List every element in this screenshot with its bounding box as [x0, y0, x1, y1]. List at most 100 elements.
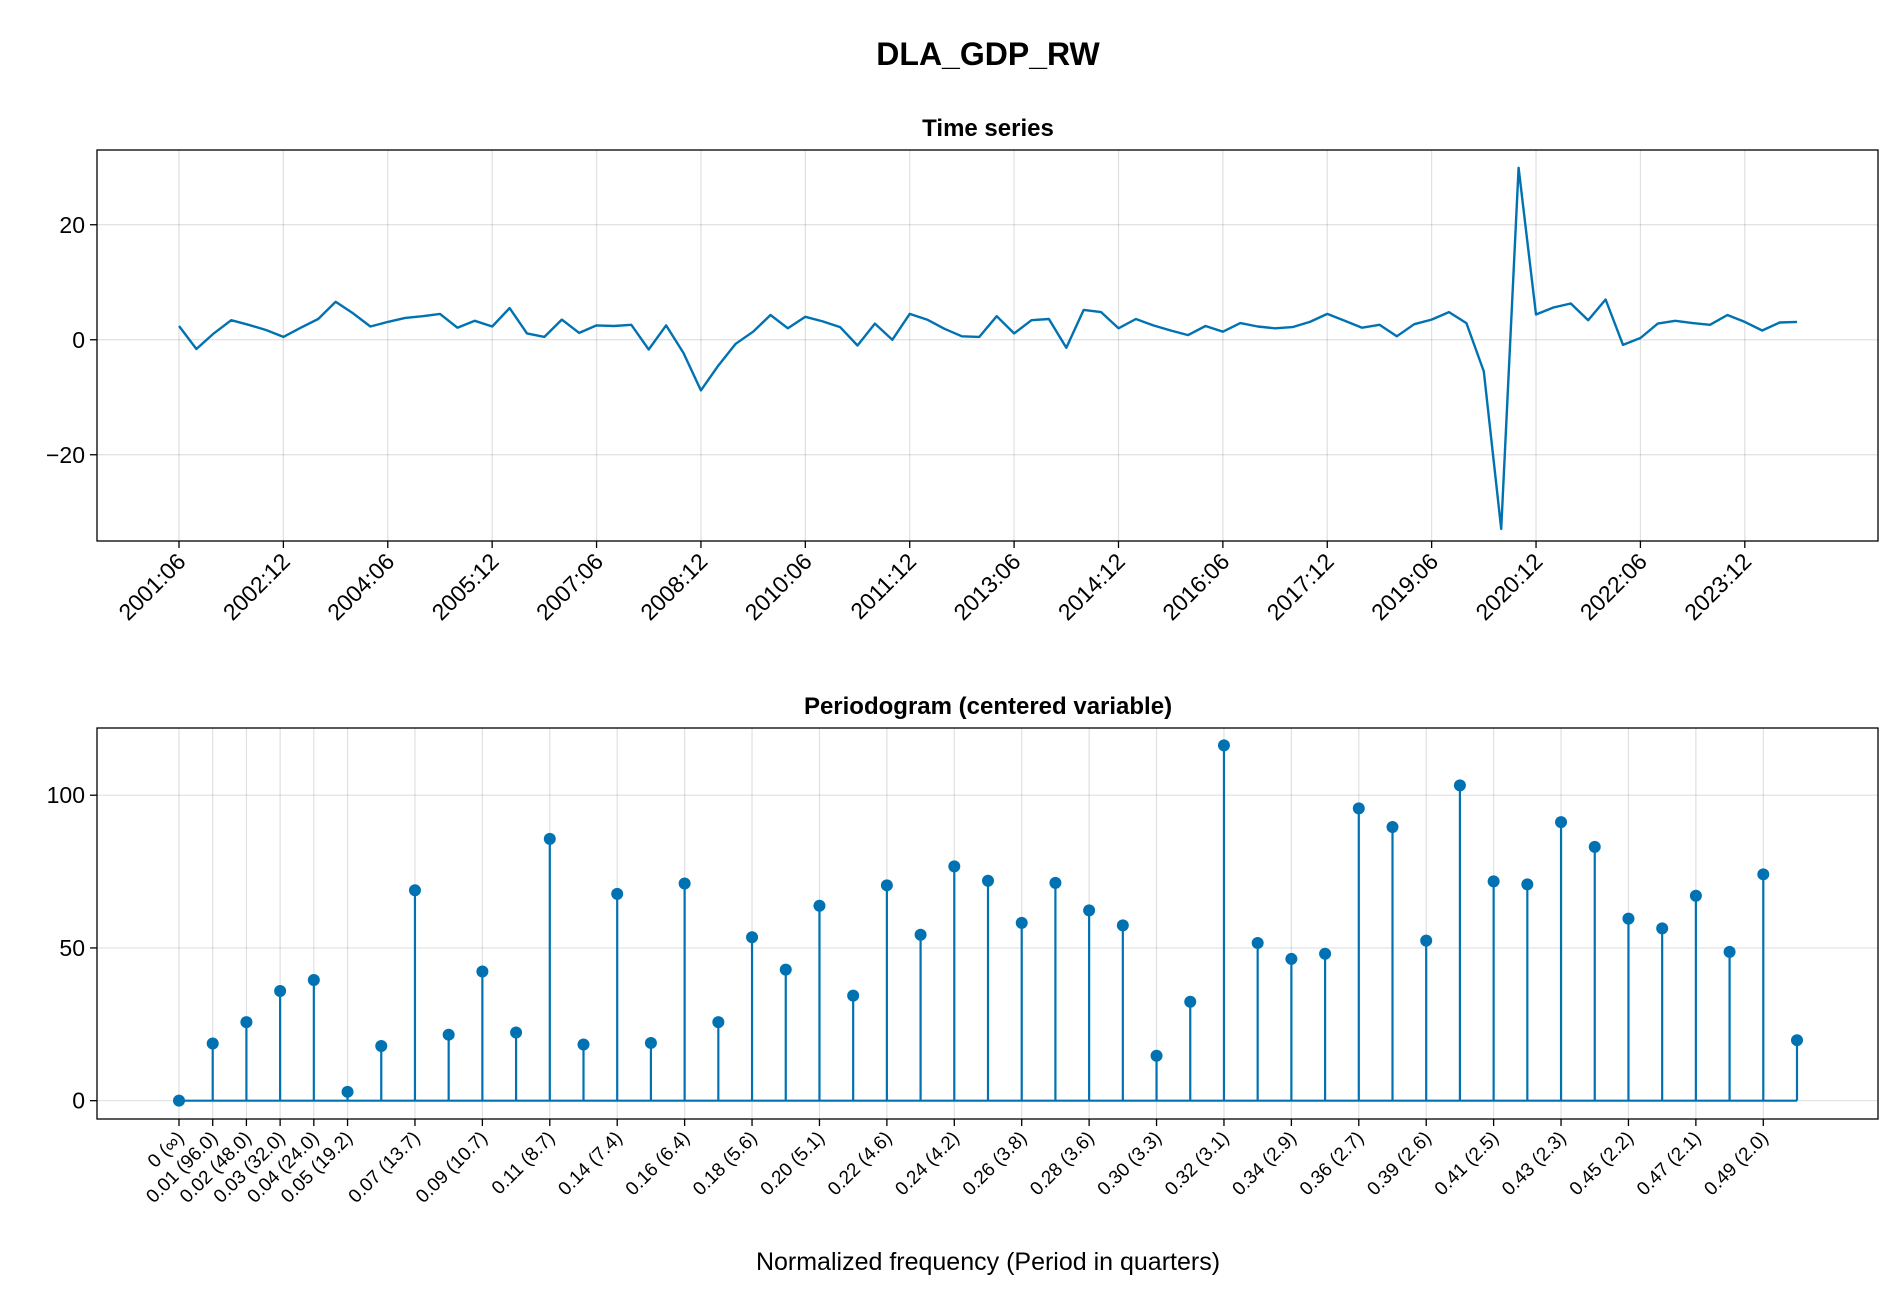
pg-stem-marker	[678, 877, 691, 890]
pg-xtick-label: 0.11 (8.7)	[488, 1128, 559, 1199]
pg-stem-marker	[1049, 876, 1062, 889]
ts-series-line	[178, 166, 1798, 531]
ts-xtick-label: 2001:06	[113, 548, 190, 625]
pg-stem-marker	[577, 1038, 590, 1051]
ts-xtick-label: 2005:12	[427, 548, 504, 625]
pg-xtick-label: 0.49 (2.0)	[1700, 1128, 1772, 1200]
pg-xtick-label: 0.34 (2.9)	[1229, 1128, 1301, 1200]
pg-xtick-label: 0.07 (13.7)	[345, 1128, 425, 1208]
ts-ytick-label: 20	[59, 212, 85, 238]
pg-stem-marker	[1217, 739, 1230, 752]
pg-stem-marker	[611, 887, 624, 900]
pg-stem-marker	[274, 985, 287, 998]
pg-stem-marker	[1487, 875, 1500, 888]
ts-xtick-label: 2013:06	[948, 548, 1025, 625]
pg-xtick-label: 0.14 (7.4)	[554, 1128, 626, 1200]
pg-stem-marker	[1420, 934, 1433, 947]
pg-stem-marker	[644, 1036, 657, 1049]
pg-xtick-label: 0.22 (4.6)	[824, 1128, 896, 1200]
ts-xtick-label: 2008:12	[635, 548, 712, 625]
pg-stem-marker	[779, 963, 792, 976]
periodogram-panel: Periodogram (centered variable) 0501000 …	[47, 693, 1879, 1276]
pg-stem-marker	[1689, 889, 1702, 902]
pg-stem-marker	[1386, 820, 1399, 833]
ts-xtick-label: 2011:12	[845, 548, 921, 624]
pg-stem-marker	[341, 1085, 354, 1098]
pg-stem-marker	[914, 928, 927, 941]
pg-ytick-label: 100	[47, 782, 85, 808]
pg-xtick-label: 0.26 (3.8)	[959, 1128, 1031, 1200]
figure-title: DLA_GDP_RW	[876, 36, 1100, 72]
ts-xtick-label: 2004:06	[322, 548, 399, 625]
ts-xtick-label: 2016:06	[1157, 548, 1234, 625]
pg-stem-marker	[1757, 868, 1770, 881]
pg-stem-marker	[1656, 922, 1669, 935]
pg-stem-marker	[813, 899, 826, 912]
pg-stem-marker	[1555, 816, 1568, 829]
pg-xtick-label: 0.20 (5.1)	[757, 1128, 829, 1200]
pg-stem-marker	[1791, 1034, 1803, 1047]
pg-stem-marker	[408, 884, 421, 897]
pg-stem-marker	[1723, 945, 1736, 958]
pg-stem-marker	[1116, 919, 1129, 932]
time-series-panel: Time series −20 0 20 2001:06 2002:12 2004:06 2…	[46, 115, 1879, 626]
pg-xtick-label: 0.24 (4.2)	[891, 1128, 963, 1200]
pg-stem-marker	[240, 1016, 253, 1029]
pg-stem-marker	[1150, 1049, 1163, 1062]
ts-xtick-label: 2019:06	[1366, 548, 1443, 625]
pg-xtick-label: 0.36 (2.7)	[1296, 1128, 1368, 1200]
pg-xtick-label: 0.16 (6.4)	[622, 1128, 694, 1200]
pg-stem-marker	[1352, 802, 1365, 815]
pg-stem-marker	[847, 989, 860, 1002]
pg-stem-marker	[1521, 878, 1534, 891]
pg-stem-marker	[543, 832, 556, 845]
pg-xtick-label: 0.18 (5.6)	[689, 1128, 761, 1200]
ts-xtick-label: 2010:06	[740, 548, 817, 625]
pg-stem-marker	[206, 1037, 219, 1050]
pg-xtick-label: 0.28 (3.6)	[1026, 1128, 1098, 1200]
pg-stem-marker	[948, 860, 961, 873]
pg-stem-marker	[1015, 916, 1028, 929]
ts-ytick-label: −20	[46, 442, 85, 468]
pg-ytick-label: 0	[72, 1088, 85, 1114]
periodogram-title: Periodogram (centered variable)	[804, 693, 1172, 720]
time-series-frame	[96, 149, 1879, 542]
pg-stem-marker	[476, 965, 489, 978]
ts-xtick-label: 2014:12	[1053, 548, 1130, 625]
pg-xtick-label: 0.47 (2.1)	[1633, 1128, 1705, 1200]
pg-stem-marker	[510, 1026, 523, 1039]
ts-xtick-label: 2022:06	[1575, 548, 1652, 625]
pg-stem-marker	[880, 879, 893, 892]
periodogram-frame	[96, 727, 1879, 1120]
pg-stem-marker	[1453, 779, 1466, 792]
pg-stem-marker	[375, 1039, 388, 1052]
pg-stem-marker	[1319, 947, 1332, 960]
pg-xtick-label: 0.09 (10.7)	[412, 1128, 492, 1208]
ts-xtick-label: 2007:06	[531, 548, 608, 625]
ts-xtick-label: 2002:12	[218, 548, 295, 625]
time-series-plot	[178, 166, 1798, 531]
time-series-title: Time series	[922, 115, 1054, 142]
pg-stem-marker	[712, 1016, 725, 1029]
ts-ytick-label: 0	[72, 327, 85, 353]
time-series-axes: −20 0 20 2001:06 2002:12 2004:06 2005:12 2007:0…	[46, 212, 1756, 626]
pg-xtick-label: 0.43 (2.3)	[1498, 1128, 1570, 1200]
pg-ytick-label: 50	[59, 935, 85, 961]
pg-stem-marker	[1184, 995, 1197, 1008]
pg-xtick-label: 0.30 (3.3)	[1094, 1128, 1166, 1200]
pg-stem-marker	[1251, 937, 1264, 950]
ts-xtick-label: 2020:12	[1470, 548, 1547, 625]
pg-stem-marker	[982, 874, 994, 887]
pg-stem-marker	[1622, 912, 1635, 925]
time-series-grid	[97, 150, 1878, 541]
pg-stem-marker	[442, 1028, 455, 1041]
pg-stem-marker	[1083, 904, 1096, 917]
pg-stem-marker	[1588, 840, 1601, 853]
periodogram-plot	[173, 739, 1803, 1107]
pg-stem-marker	[307, 974, 320, 987]
periodogram-xlabel: Normalized frequency (Period in quarters…	[756, 1248, 1220, 1276]
ts-xtick-label: 2017:12	[1262, 548, 1339, 625]
pg-stem-marker	[746, 931, 759, 944]
